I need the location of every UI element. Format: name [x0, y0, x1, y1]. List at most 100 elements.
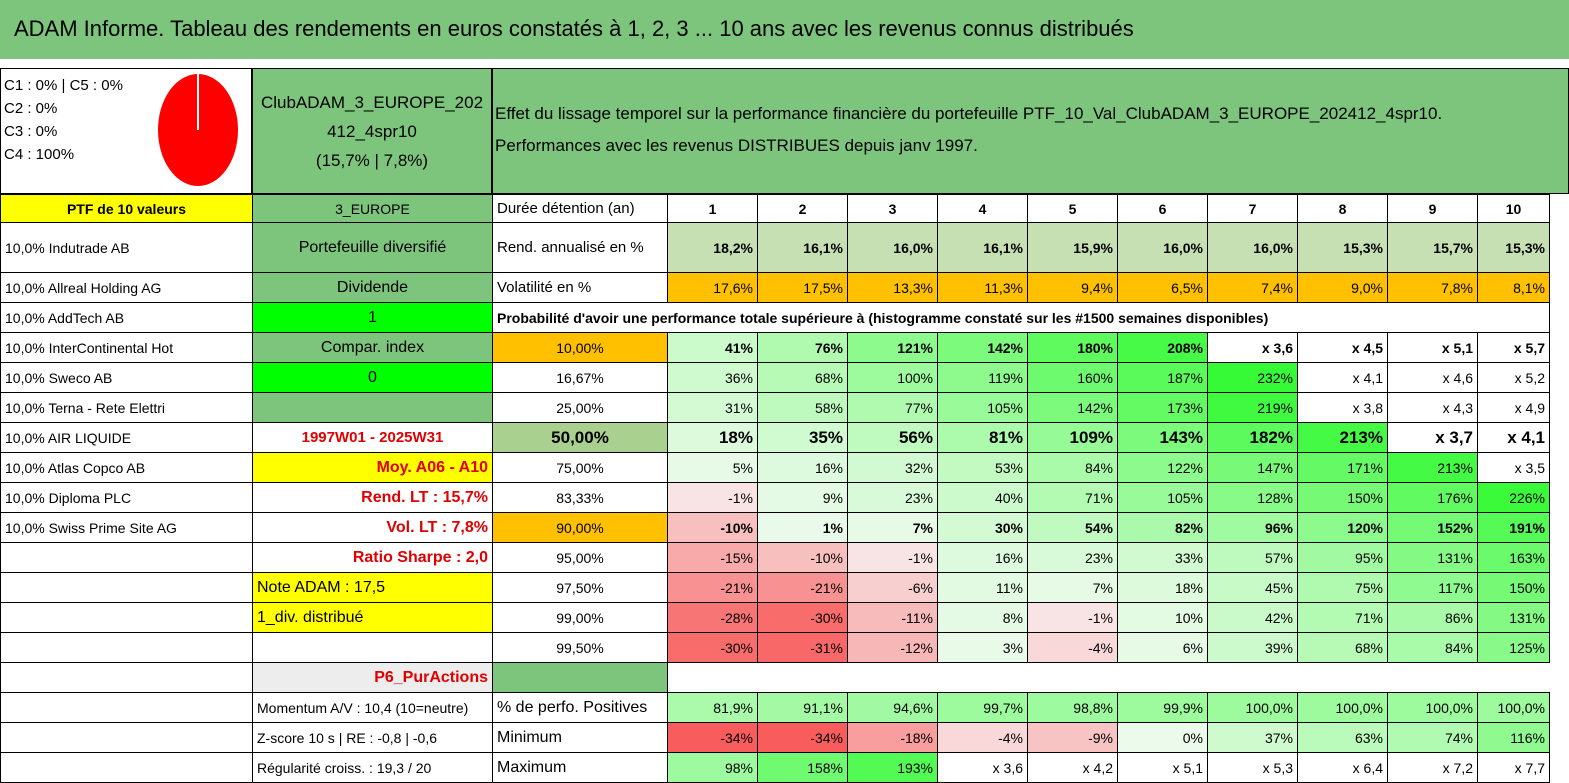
proba-value: 213%: [1297, 422, 1388, 453]
vol-value: 7,8%: [1387, 272, 1478, 303]
proba-row: 10,0% Sweco AB 0 16,67% 36% 68% 100% 119% 160% 1…: [0, 362, 1550, 393]
proba-value: 105%: [1117, 482, 1208, 513]
proba-threshold: 95,00%: [492, 542, 668, 573]
proba-value: x 5,7: [1477, 332, 1550, 363]
class-c1-c5: C1 : 0% | C5 : 0%: [4, 77, 123, 94]
holding-name: 10,0% Swiss Prime Site AG: [0, 512, 253, 543]
proba-value: 7%: [847, 512, 938, 543]
proba-value: 173%: [1117, 392, 1208, 423]
empty-cell: [848, 663, 938, 693]
proba-value: 23%: [847, 482, 938, 513]
vol-value: 9,4%: [1027, 272, 1118, 303]
proba-value: 6%: [1117, 632, 1208, 663]
p6-label: P6_PurActions: [252, 662, 493, 693]
empty-cell: [0, 722, 253, 753]
proba-value: 31%: [667, 392, 758, 423]
proba-value: -30%: [757, 602, 848, 633]
minimum-value: 0%: [1117, 722, 1208, 753]
positives-value: 81,9%: [667, 692, 758, 723]
portfolio-name-line1: ClubADAM_3_EUROPE_202: [260, 92, 484, 112]
compar-label: Compar. index: [252, 332, 493, 363]
proba-value: x 3,7: [1387, 422, 1478, 453]
minimum-value: 74%: [1387, 722, 1478, 753]
proba-value: 16%: [757, 452, 848, 483]
empty-cell: [1478, 663, 1550, 693]
club-box: [252, 68, 492, 194]
proba-value: 142%: [1027, 392, 1118, 423]
rend-row: 10,0% Indutrade AB Portefeuille diversifi…: [0, 222, 1550, 273]
holding-name: [0, 572, 253, 603]
maximum-label: Maximum: [492, 752, 668, 783]
proba-value: 30%: [937, 512, 1028, 543]
proba-value: -28%: [667, 602, 758, 633]
proba-value: x 3,8: [1297, 392, 1388, 423]
holding-name: 10,0% Sweco AB: [0, 362, 253, 393]
portfolio-name-line3: (15,7% | 7,8%): [315, 150, 429, 170]
proba-value: 131%: [1477, 602, 1550, 633]
proba-value: 109%: [1027, 422, 1118, 453]
proba-value: 23%: [1027, 542, 1118, 573]
proba-value: x 4,6: [1387, 362, 1478, 393]
proba-value: 208%: [1117, 332, 1208, 363]
year-6: 6: [1117, 194, 1208, 223]
rend-value: 15,9%: [1027, 222, 1118, 273]
proba-value: 117%: [1387, 572, 1478, 603]
empty-cell: [1208, 663, 1298, 693]
proba-value: 11%: [937, 572, 1028, 603]
proba-value: x 4,9: [1477, 392, 1550, 423]
proba-value: 150%: [1477, 572, 1550, 603]
proba-row: 10,0% AIR LIQUIDE 1997W01 - 2025W31 50,00%…: [0, 422, 1550, 453]
proba-value: 7%: [1027, 572, 1118, 603]
empty-cell: [758, 663, 848, 693]
proba-value: x 4,5: [1297, 332, 1388, 363]
holding-name: 10,0% Indutrade AB: [0, 222, 253, 273]
proba-row: 10,0% Terna - Rete Elettri 25,00% 31% 58% 77…: [0, 392, 1550, 423]
holding-name: 10,0% Terna - Rete Elettri: [0, 392, 253, 423]
vol-value: 8,1%: [1477, 272, 1550, 303]
proba-value: -6%: [847, 572, 938, 603]
proba-value: 191%: [1477, 512, 1550, 543]
rend-value: 16,0%: [1117, 222, 1208, 273]
proba-value: 232%: [1207, 362, 1298, 393]
proba-value: x 3,5: [1477, 452, 1550, 483]
proba-value: 68%: [757, 362, 848, 393]
empty-cell: [1118, 663, 1208, 693]
holding-name: 10,0% Atlas Copco AB: [0, 452, 253, 483]
positives-value: 100,0%: [1297, 692, 1388, 723]
class-list: C1 : 0% | C5 : 0% C2 : 0% C3 : 0% C4 : 1…: [4, 74, 123, 166]
maximum-value: x 5,3: [1207, 752, 1298, 783]
positives-label: % de perfo. Positives: [492, 692, 668, 723]
proba-value: -11%: [847, 602, 938, 633]
proba-value: 100%: [847, 362, 938, 393]
holding-name: 10,0% AIR LIQUIDE: [0, 422, 253, 453]
proba-value: 35%: [757, 422, 848, 453]
positives-value: 94,6%: [847, 692, 938, 723]
proba-value: 160%: [1027, 362, 1118, 393]
proba-value: 125%: [1477, 632, 1550, 663]
holding-name: [0, 542, 253, 573]
portfolio-name-line2: 412_4spr10: [327, 121, 417, 141]
proba-value: 142%: [937, 332, 1028, 363]
proba-value: 16%: [937, 542, 1028, 573]
proba-threshold: 25,00%: [492, 392, 668, 423]
rend-label: Rend. annualisé en %: [492, 222, 668, 273]
proba-value: 180%: [1027, 332, 1118, 363]
proba-row: 10,0% InterContinental Hot Compar. index 1…: [0, 332, 1550, 363]
year-5: 5: [1027, 194, 1118, 223]
vol-value: 7,4%: [1207, 272, 1298, 303]
proba-value: 77%: [847, 392, 938, 423]
minimum-value: -18%: [847, 722, 938, 753]
empty-cell: [1477, 302, 1550, 333]
empty-cell: [1388, 663, 1478, 693]
proba-value: 56%: [847, 422, 938, 453]
year-10: 10: [1477, 194, 1550, 223]
proba-threshold: 50,00%: [492, 422, 668, 453]
proba-threshold: 10,00%: [492, 332, 668, 363]
proba-value: x 5,2: [1477, 362, 1550, 393]
proba-value: 95%: [1297, 542, 1388, 573]
empty-green-cell: [492, 662, 668, 693]
sharpe-label: Ratio Sharpe : 2,0: [252, 542, 493, 573]
proba-value: 122%: [1117, 452, 1208, 483]
empty-cell: [252, 632, 493, 663]
title-gap: [0, 62, 1569, 68]
